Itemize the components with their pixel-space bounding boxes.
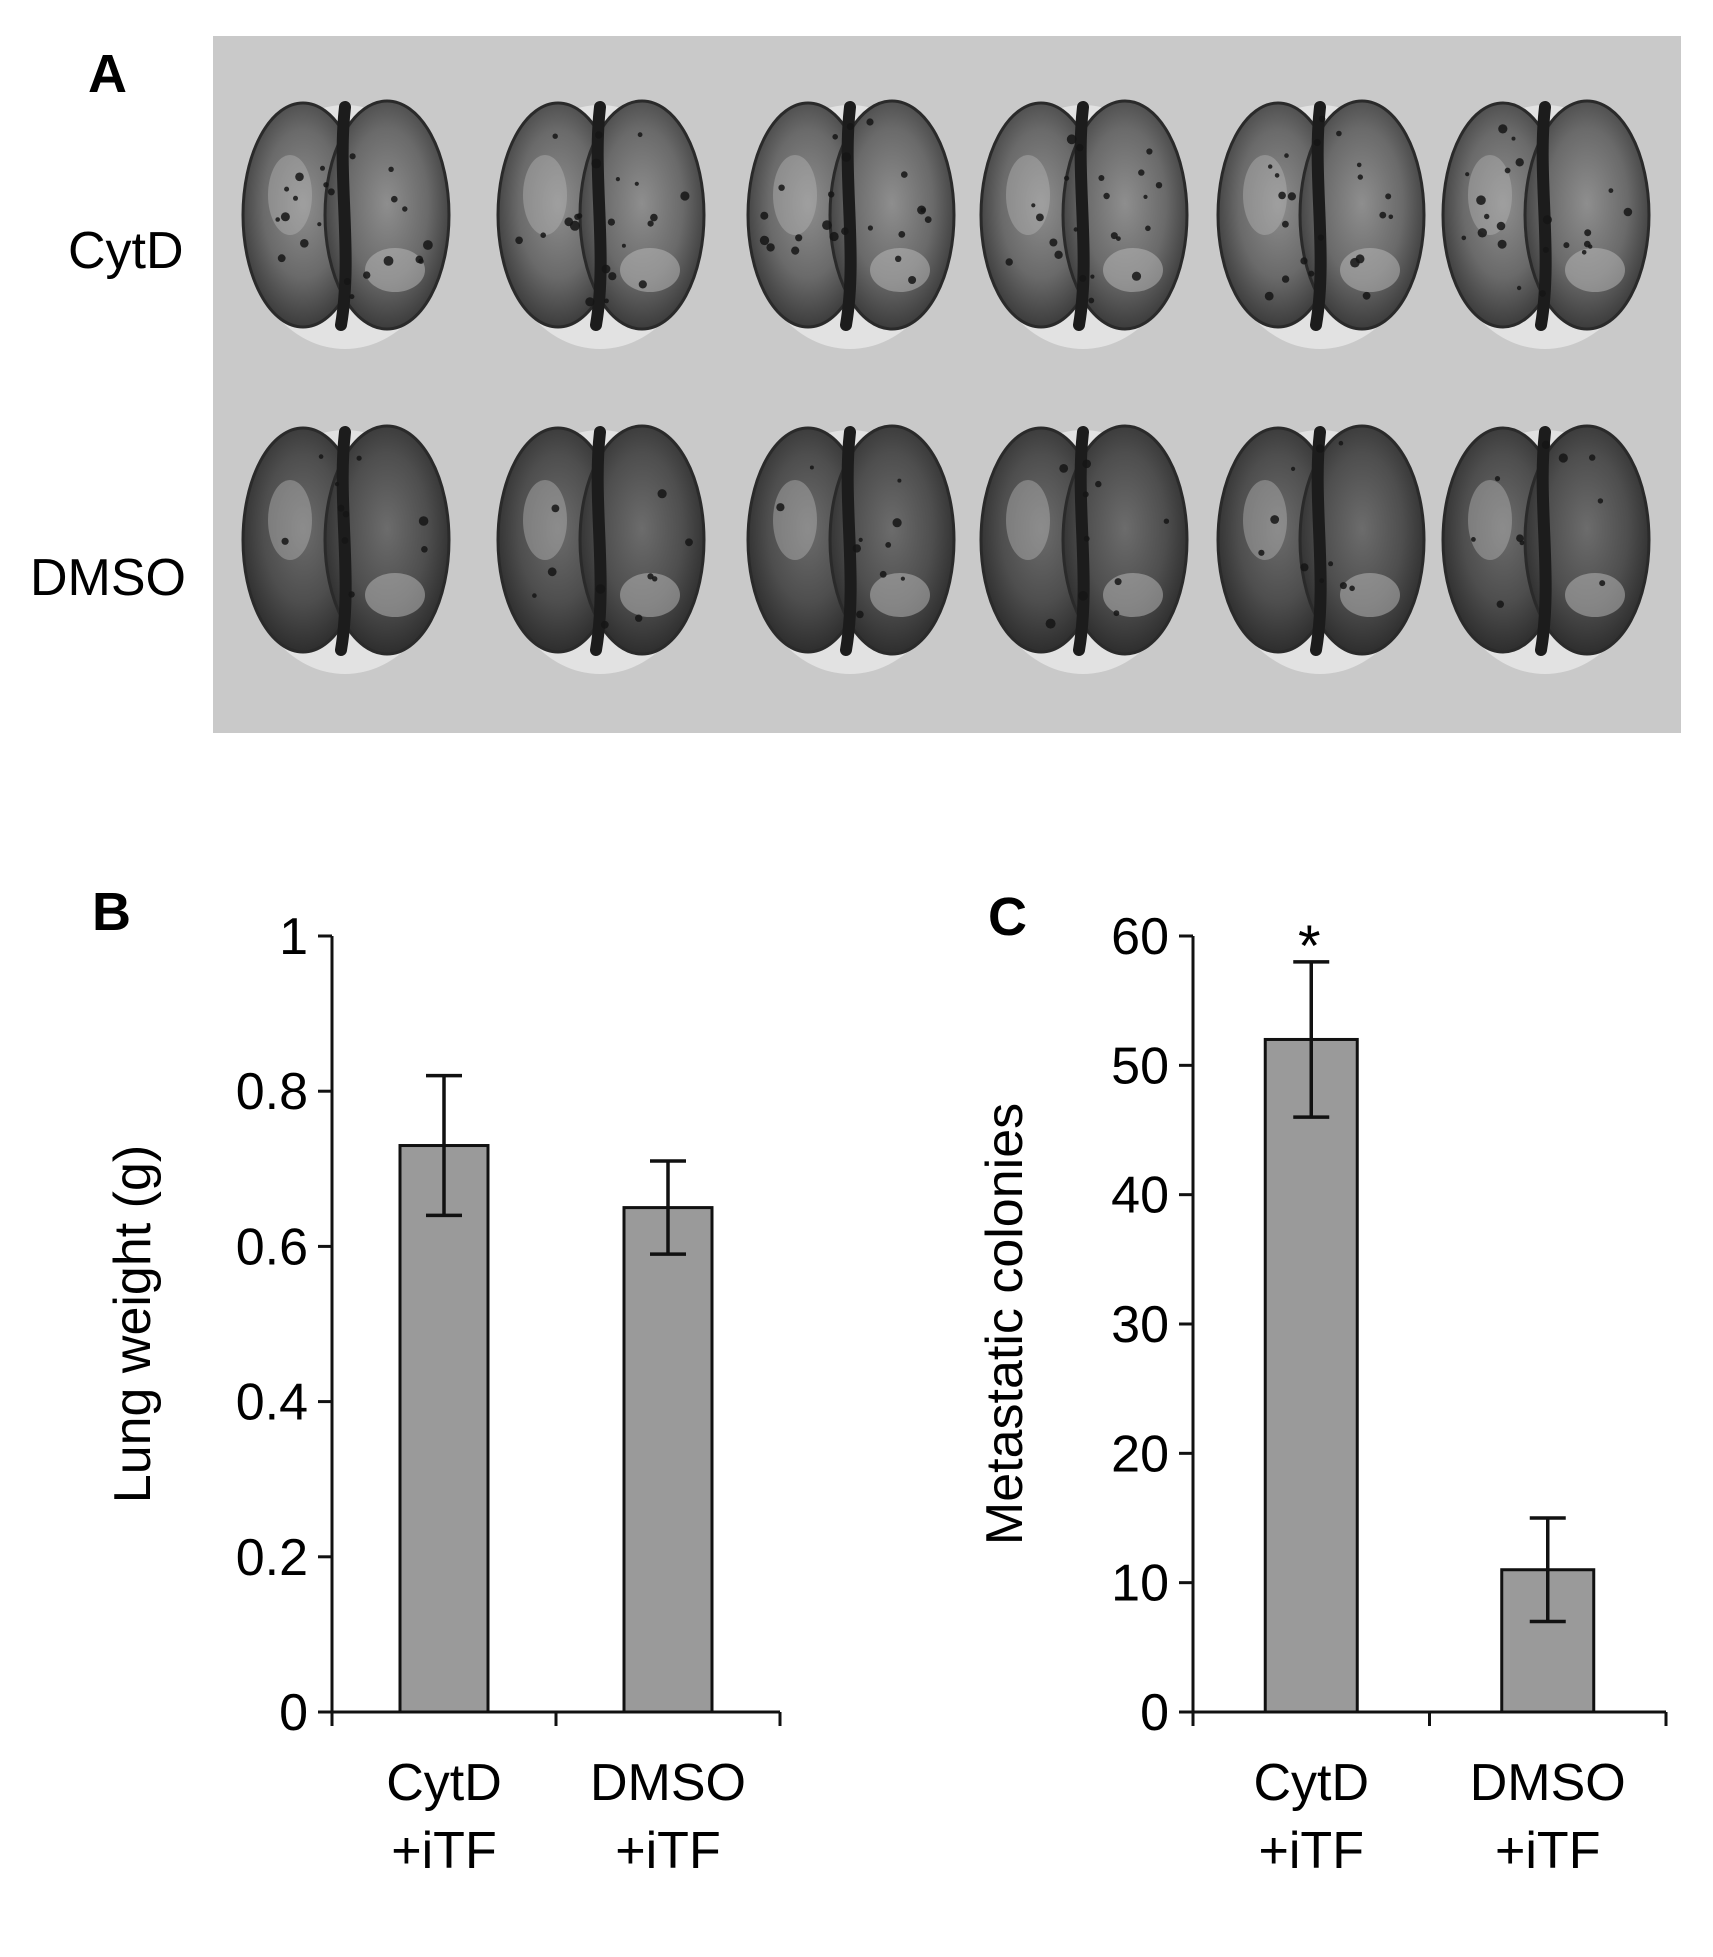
lung-specimen: [1441, 99, 1651, 349]
lung-specimen: [746, 424, 956, 674]
significance-asterisk: *: [1298, 914, 1321, 979]
lung-specimen: [496, 424, 706, 674]
x-category-label: CytD: [386, 1754, 502, 1812]
lung-photo-background: [213, 36, 1681, 733]
y-tick-label: 0.4: [236, 1374, 308, 1432]
y-tick-label: 30: [1111, 1296, 1169, 1354]
lung-specimen: [241, 424, 451, 674]
y-axis-label: Metastatic colonies: [976, 1103, 1034, 1545]
y-tick-label: 20: [1111, 1425, 1169, 1483]
chart-b: B Lung weight (g) 0 0.2 0.4 0.6 0.8 1 CytD +iTF DM…: [92, 882, 782, 1880]
y-tick-label: 50: [1111, 1037, 1169, 1095]
lung-specimen: [496, 99, 706, 349]
lung-specimen: [979, 424, 1189, 674]
lung-specimen: [1216, 99, 1426, 349]
lung-specimen: [746, 99, 956, 349]
y-tick-label: 0.2: [236, 1529, 308, 1587]
lung-photo: [241, 99, 1651, 674]
y-tick-label: 0.6: [236, 1218, 308, 1276]
x-category-label: +iTF: [391, 1822, 496, 1880]
x-category-label: DMSO: [590, 1754, 746, 1812]
error-bar: [1293, 960, 1330, 1119]
y-tick-label: 60: [1111, 908, 1169, 966]
x-category-label: +iTF: [1259, 1822, 1364, 1880]
x-category-label: +iTF: [1495, 1822, 1600, 1880]
error-bar: [650, 1159, 686, 1256]
y-tick-label: 0: [279, 1684, 308, 1742]
bar: [398, 1144, 490, 1714]
lung-specimen: [1216, 424, 1426, 674]
y-tick-label: 0.8: [236, 1063, 308, 1121]
y-tick-label: 10: [1111, 1555, 1169, 1613]
bar: [1263, 1037, 1359, 1714]
lung-specimen: [979, 99, 1189, 349]
row-label-dmso: DMSO: [30, 549, 186, 607]
error-bar: [426, 1073, 462, 1218]
x-category-label: +iTF: [615, 1822, 720, 1880]
x-category-label: CytD: [1253, 1754, 1369, 1812]
panel-c-letter: C: [988, 887, 1027, 947]
y-tick-label: 0: [1140, 1684, 1169, 1742]
lung-specimen: [1441, 424, 1651, 674]
panel-a-letter: A: [88, 44, 127, 104]
row-label-cytd: CytD: [68, 222, 184, 280]
y-tick-label: 1: [279, 908, 308, 966]
x-category-label: DMSO: [1470, 1754, 1626, 1812]
bar: [622, 1206, 714, 1714]
error-bar: [1529, 1516, 1566, 1624]
y-axis-label: Lung weight (g): [104, 1145, 162, 1503]
lung-specimen: [241, 99, 451, 349]
y-tick-label: 40: [1111, 1167, 1169, 1225]
panel-b-letter: B: [92, 882, 131, 942]
chart-c: C Metastatic colonies 0 10 20 30 40 50 60 CytD +iT…: [976, 887, 1668, 1880]
